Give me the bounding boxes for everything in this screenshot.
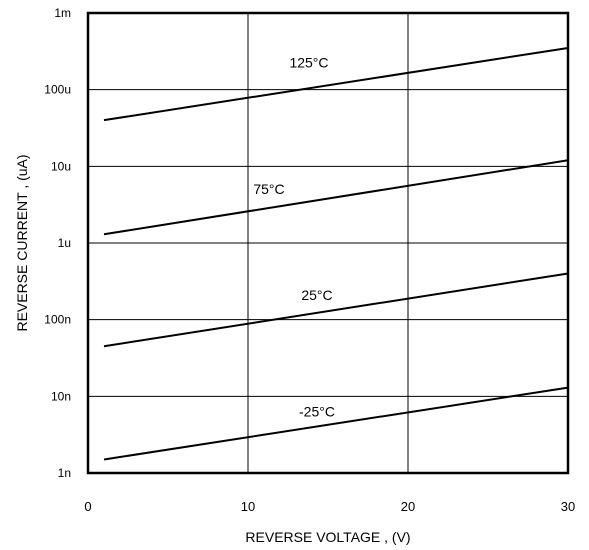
y-tick-label: 1n <box>58 466 71 480</box>
series-line <box>103 272 569 348</box>
plot-frame <box>86 11 570 475</box>
series-group <box>103 46 569 461</box>
y-tick-label: 10u <box>51 159 71 173</box>
series-label: 25°C <box>301 287 332 303</box>
y-tick-label: 1m <box>54 6 71 20</box>
y-tick-label: 10n <box>51 389 71 403</box>
y-tick-labels: 1n 10n 100n 1u 10u 100u 1m <box>44 6 71 480</box>
x-tick-label: 20 <box>401 499 415 514</box>
x-tick-label: 10 <box>241 499 255 514</box>
y-tick-label: 100n <box>44 313 71 327</box>
series-line <box>103 46 569 122</box>
y-tick-label: 100u <box>44 83 71 97</box>
series-line <box>103 159 569 236</box>
series-label: 75°C <box>253 181 284 197</box>
x-tick-labels: 0 10 20 30 <box>84 499 575 514</box>
series-labels: 125°C 75°C 25°C -25°C <box>253 54 335 419</box>
series-label: 125°C <box>289 54 328 70</box>
y-tick-label: 1u <box>58 236 71 250</box>
series-label: -25°C <box>299 403 335 419</box>
grid <box>88 13 568 473</box>
y-axis-label: REVERSE CURRENT , (uA) <box>14 154 30 331</box>
x-tick-label: 0 <box>84 499 91 514</box>
series-line <box>103 386 569 461</box>
x-axis-label: REVERSE VOLTAGE , (V) <box>245 529 410 545</box>
x-tick-label: 30 <box>561 499 575 514</box>
